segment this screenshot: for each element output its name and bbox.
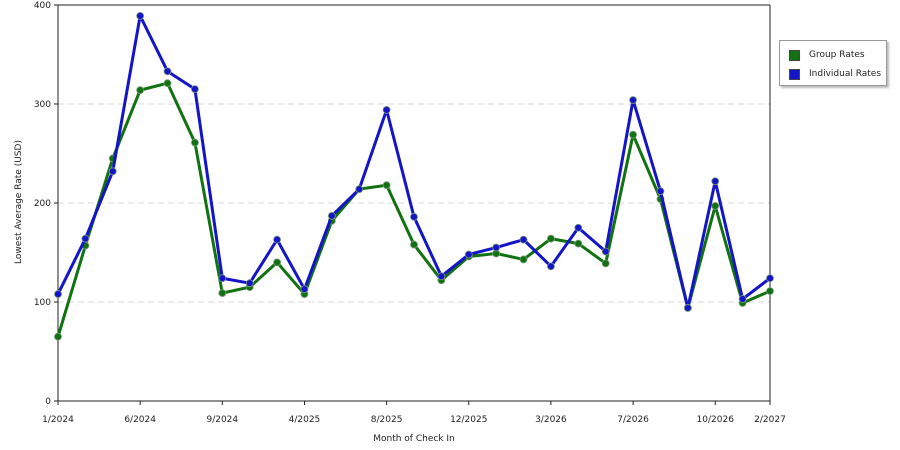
x-tick-label: 9/2024 (206, 415, 238, 425)
y-tick-label: 100 (34, 298, 51, 308)
data-point (54, 290, 62, 298)
data-point (519, 235, 528, 244)
data-point (136, 11, 145, 20)
data-point (492, 243, 501, 252)
x-tick-label: 6/2024 (124, 415, 156, 425)
data-point (108, 167, 117, 176)
data-point (163, 67, 172, 76)
data-point (601, 259, 610, 268)
series-layer (54, 11, 774, 341)
legend-item-group: Group Rates (789, 48, 865, 62)
data-point (683, 304, 692, 312)
data-point (738, 295, 747, 303)
data-point (547, 234, 555, 243)
data-point (163, 79, 172, 88)
x-tick-label: 3/2026 (535, 415, 567, 425)
series-line (56, 14, 771, 310)
data-point (629, 96, 637, 104)
data-point (410, 240, 418, 249)
data-point (410, 212, 418, 221)
data-point (245, 279, 254, 288)
data-point (191, 85, 199, 94)
series-group-rates (54, 79, 774, 341)
data-point (218, 274, 227, 283)
data-point (327, 211, 336, 220)
data-point (656, 187, 665, 196)
x-axis-title: Month of Check In (373, 434, 455, 444)
data-point (355, 185, 364, 194)
data-point (191, 138, 199, 147)
x-tick-label: 8/2025 (371, 415, 403, 425)
series-individual-rates (54, 11, 774, 312)
x-tick-label: 12/2025 (450, 415, 487, 425)
data-point (300, 285, 309, 294)
legend-swatch-group (789, 49, 800, 61)
data-point (574, 239, 583, 248)
data-point (382, 181, 391, 190)
data-point (766, 274, 774, 283)
data-point (711, 177, 720, 186)
data-point (711, 202, 720, 210)
legend: Group Rates Individual Rates (779, 40, 887, 86)
data-point (136, 86, 145, 95)
y-tick-label: 0 (45, 397, 51, 407)
legend-label-group: Group Rates (809, 50, 865, 60)
data-point (547, 262, 555, 271)
data-point (54, 332, 62, 341)
x-tick-label: 1/2024 (42, 415, 74, 425)
y-axis-title: Lowest Average Rate (USD) (14, 140, 24, 264)
data-point (382, 106, 391, 114)
data-point (464, 250, 473, 259)
legend-item-individual: Individual Rates (789, 67, 881, 81)
data-point (601, 247, 610, 256)
data-point (519, 255, 528, 264)
legend-swatch-individual (789, 68, 800, 80)
data-point (766, 287, 774, 296)
data-point (81, 234, 90, 243)
x-tick-label: 4/2025 (289, 415, 321, 425)
legend-label-individual: Individual Rates (809, 69, 882, 79)
data-point (574, 223, 583, 232)
x-tick-label: 7/2026 (617, 415, 649, 425)
data-point (273, 235, 281, 244)
x-tick-label: 10/2026 (697, 415, 735, 425)
data-point (273, 258, 281, 267)
data-point (218, 289, 227, 297)
data-point (437, 272, 446, 281)
x-tick-label: 2/2027 (754, 415, 786, 425)
y-tick-label: 400 (34, 1, 51, 11)
y-tick-label: 300 (34, 100, 51, 110)
gridlines (58, 103, 770, 303)
series-line (56, 81, 771, 338)
y-axis-ticks: 0 100 200 300 400 (34, 1, 58, 407)
y-tick-label: 200 (34, 199, 51, 209)
x-axis-ticks: 1/2024 6/2024 9/2024 4/2025 8/2025 12/2025 3/2… (42, 401, 786, 425)
data-point (629, 130, 637, 139)
